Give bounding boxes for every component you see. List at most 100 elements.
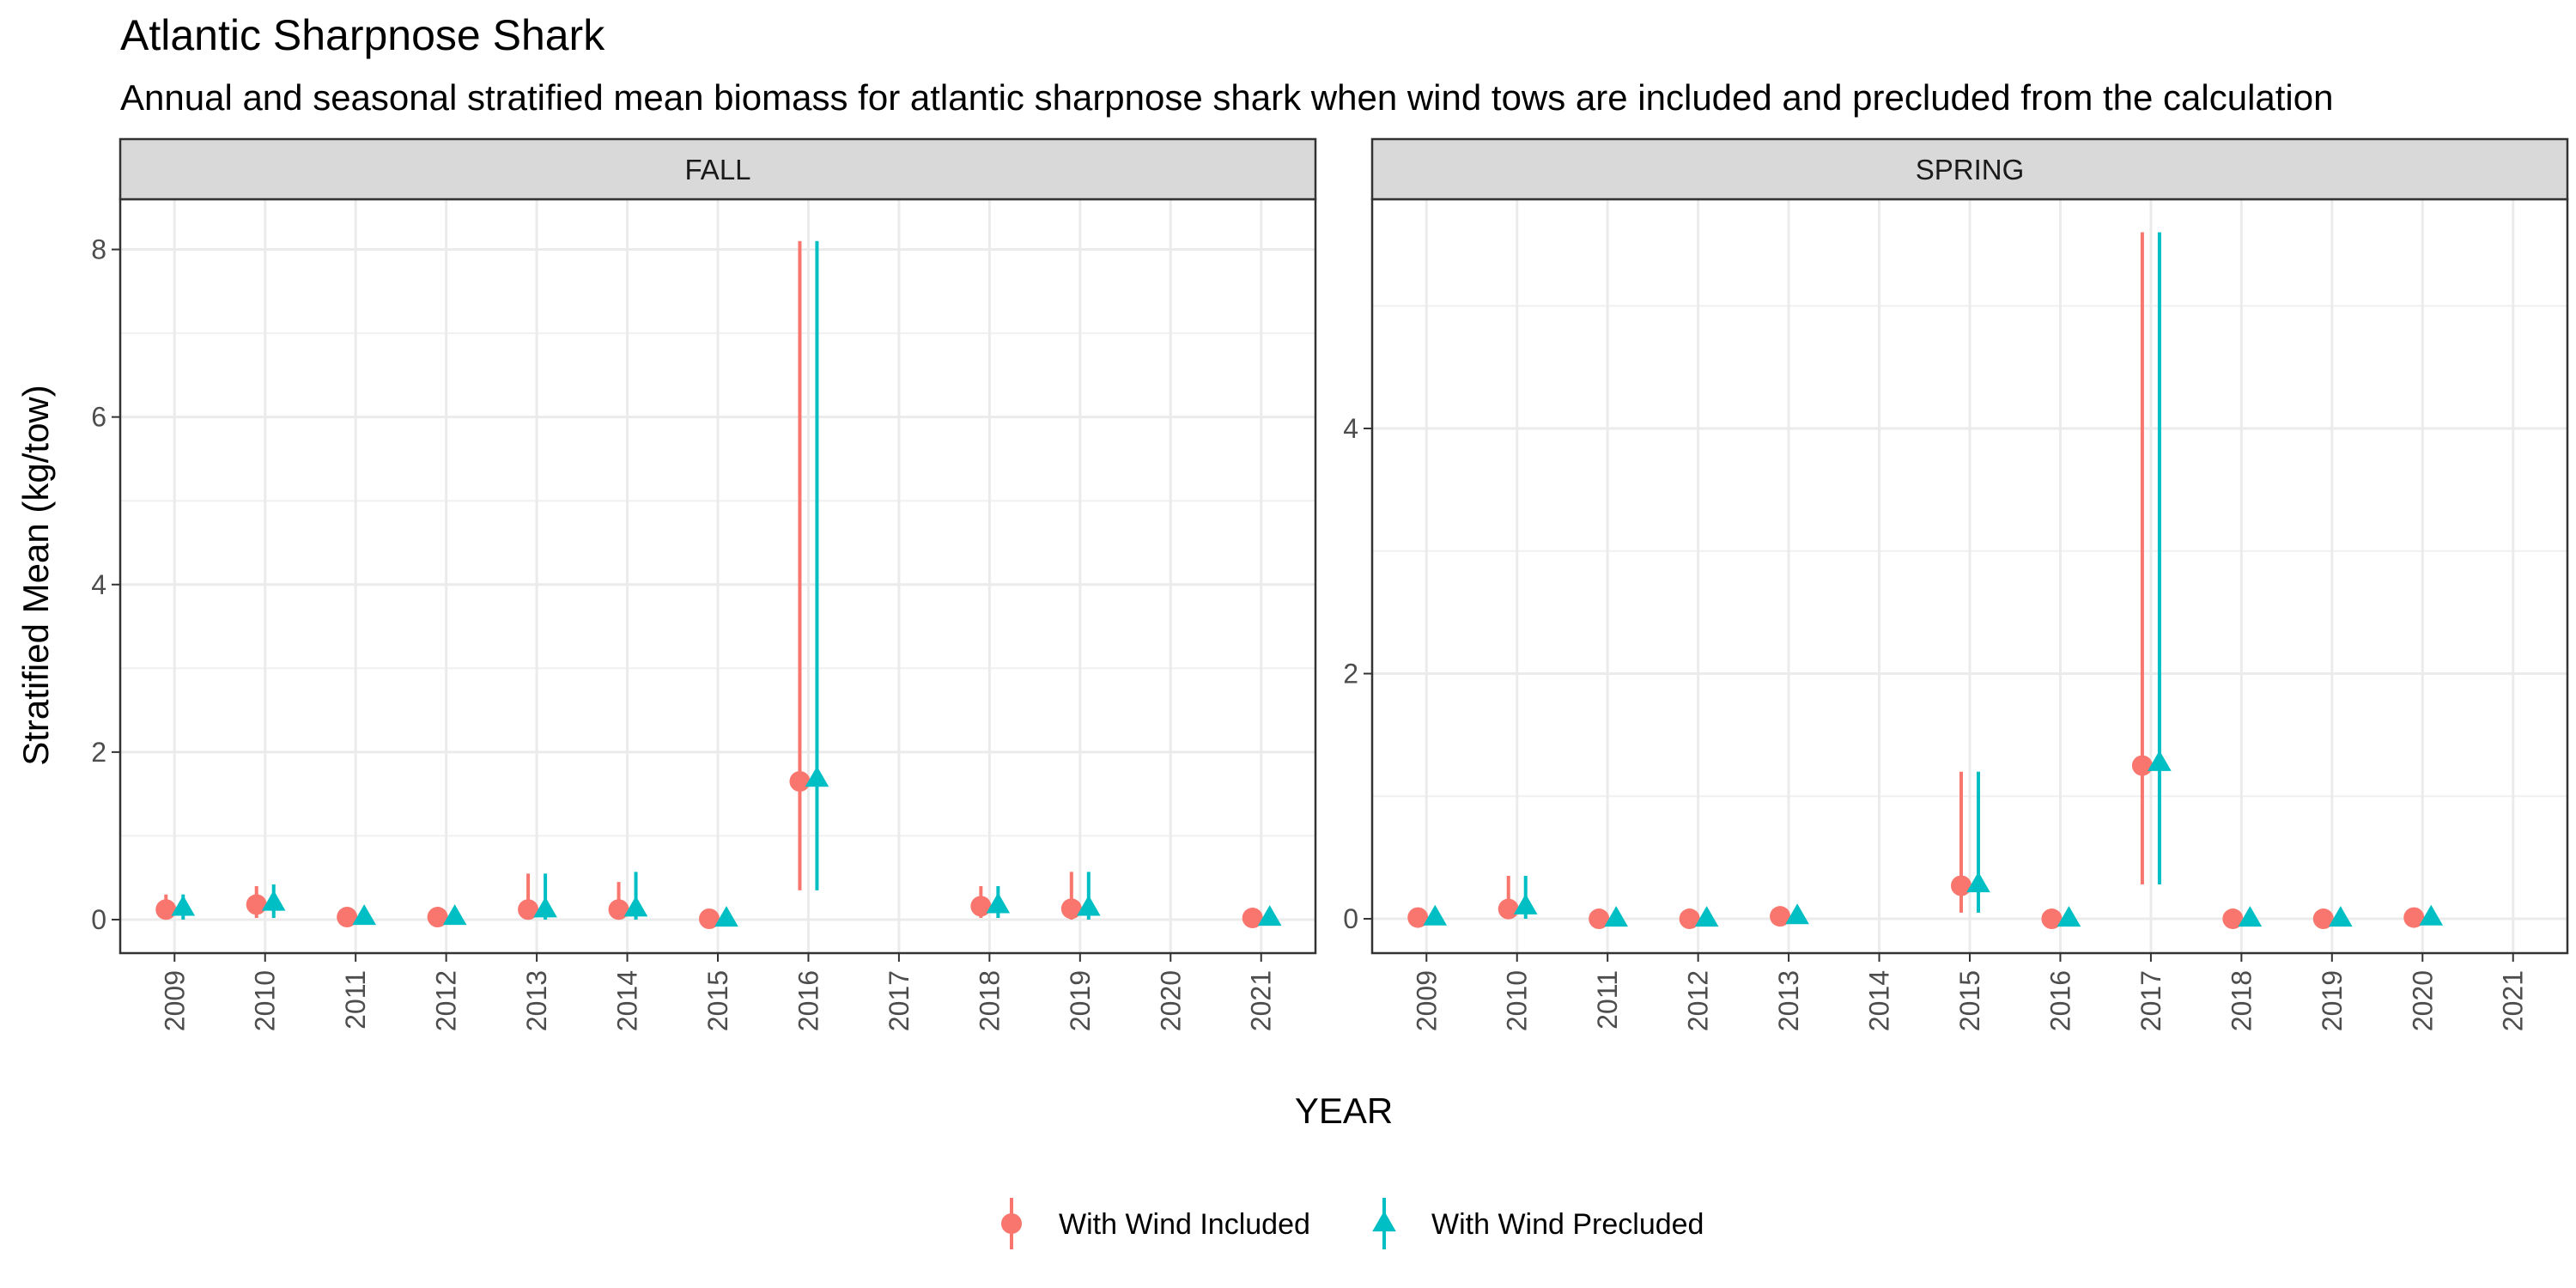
data-point bbox=[1679, 908, 1700, 930]
data-point bbox=[1257, 905, 1282, 927]
x-tick-label: 2012 bbox=[431, 970, 462, 1031]
y-axis-title: Stratified Mean (kg/tow) bbox=[15, 385, 56, 766]
x-tick-label: 2011 bbox=[340, 970, 371, 1030]
data-point bbox=[970, 896, 992, 917]
legend-item: With Wind Included bbox=[1001, 1198, 1310, 1249]
series-wind-precluded bbox=[171, 240, 1282, 927]
legend-key-marker bbox=[1001, 1213, 1022, 1234]
series-wind-included bbox=[155, 240, 1263, 930]
data-point bbox=[2148, 750, 2172, 771]
x-tick-label: 2013 bbox=[521, 970, 552, 1031]
legend: With Wind Included With Wind Precluded bbox=[1001, 1198, 1704, 1249]
data-point bbox=[2329, 906, 2353, 927]
data-point bbox=[714, 906, 738, 927]
x-tick-label: 2010 bbox=[250, 970, 281, 1031]
x-tick-label: 2019 bbox=[1065, 970, 1096, 1031]
series-wind-precluded bbox=[1423, 232, 2444, 927]
x-tick-label: 2014 bbox=[1864, 970, 1895, 1031]
x-tick-label: 2011 bbox=[1592, 970, 1623, 1030]
data-point bbox=[623, 896, 648, 917]
x-tick-label: 2019 bbox=[2317, 970, 2348, 1031]
data-point bbox=[427, 907, 448, 928]
x-tick-label: 2009 bbox=[159, 970, 190, 1031]
chart-subtitle: Annual and seasonal stratified mean biom… bbox=[120, 77, 2333, 118]
y-tick-label: 2 bbox=[91, 737, 106, 768]
y-tick-label: 8 bbox=[91, 234, 106, 265]
x-tick-label: 2021 bbox=[2498, 970, 2529, 1031]
data-point bbox=[1060, 898, 1082, 920]
x-tick-label: 2015 bbox=[702, 970, 733, 1031]
data-point bbox=[2041, 908, 2063, 930]
data-point bbox=[2419, 904, 2444, 926]
data-point bbox=[1770, 906, 1791, 927]
data-point bbox=[2131, 755, 2153, 776]
x-tick-label: 2012 bbox=[1683, 970, 1714, 1031]
data-point bbox=[1407, 907, 1429, 928]
data-point bbox=[155, 899, 177, 920]
data-point bbox=[1785, 903, 1809, 925]
x-tick-label: 2021 bbox=[1246, 970, 1277, 1031]
data-point bbox=[2057, 906, 2081, 927]
y-tick-label: 2 bbox=[1343, 658, 1358, 689]
y-tick-label: 0 bbox=[91, 904, 106, 935]
x-tick-label: 2016 bbox=[2044, 970, 2075, 1031]
data-point bbox=[789, 771, 811, 793]
y-tick-label: 4 bbox=[1343, 413, 1358, 444]
data-point bbox=[1513, 893, 1538, 914]
data-point bbox=[2222, 908, 2244, 930]
facet-label: FALL bbox=[684, 154, 750, 185]
x-tick-label: 2018 bbox=[2226, 970, 2257, 1031]
series-wind-included bbox=[1407, 232, 2425, 930]
y-tick-label: 6 bbox=[91, 402, 106, 433]
panels: 0 2 4 6 8 2009 2010 2011 2012 2013 2014 2015 2016 201… bbox=[91, 137, 2569, 1031]
data-point bbox=[171, 895, 196, 916]
data-point bbox=[246, 894, 267, 915]
data-point bbox=[352, 904, 376, 926]
x-tick-label: 2009 bbox=[1411, 970, 1442, 1031]
data-point bbox=[699, 908, 720, 930]
data-point bbox=[986, 892, 1011, 914]
data-point bbox=[1242, 908, 1263, 929]
facet-strip bbox=[1370, 137, 2569, 201]
x-tick-label: 2017 bbox=[884, 970, 914, 1031]
x-tick-label: 2020 bbox=[1155, 970, 1186, 1031]
legend-key-marker bbox=[1372, 1211, 1396, 1232]
panel-spring: 0 2 4 2009 2010 2011 2012 2013 2014 2015 2016 2017 2… bbox=[1343, 137, 2569, 1031]
data-point bbox=[1423, 904, 1448, 926]
facet-strip bbox=[118, 137, 1317, 201]
data-point bbox=[337, 907, 358, 928]
data-point bbox=[1966, 872, 1990, 893]
data-point bbox=[2312, 908, 2334, 930]
data-point bbox=[1589, 908, 1610, 930]
x-tick-label: 2016 bbox=[793, 970, 823, 1031]
data-point bbox=[1694, 906, 1719, 927]
legend-label: With Wind Included bbox=[1059, 1208, 1310, 1241]
data-point bbox=[1604, 906, 1628, 927]
data-point bbox=[1951, 875, 1971, 896]
panel-fall: 0 2 4 6 8 2009 2010 2011 2012 2013 2014 2015 2016 201… bbox=[91, 137, 1317, 1031]
data-point bbox=[533, 896, 557, 918]
facet-label: SPRING bbox=[1916, 154, 2025, 185]
data-point bbox=[442, 904, 467, 926]
data-point bbox=[1077, 895, 1101, 916]
data-point bbox=[261, 890, 286, 911]
x-tick-label: 2010 bbox=[1502, 970, 1533, 1031]
data-point bbox=[608, 899, 629, 920]
legend-label: With Wind Precluded bbox=[1431, 1208, 1704, 1241]
data-point bbox=[2238, 906, 2263, 927]
data-point bbox=[2403, 907, 2425, 928]
legend-item: With Wind Precluded bbox=[1372, 1198, 1704, 1249]
y-tick-label: 4 bbox=[91, 569, 106, 600]
x-tick-label: 2014 bbox=[612, 970, 643, 1031]
data-point bbox=[518, 899, 539, 920]
x-tick-label: 2020 bbox=[2407, 970, 2438, 1031]
x-tick-label: 2015 bbox=[1954, 970, 1985, 1031]
x-axis-title: YEAR bbox=[1295, 1091, 1393, 1131]
y-tick-label: 0 bbox=[1343, 903, 1358, 934]
x-tick-label: 2017 bbox=[2136, 970, 2166, 1031]
x-tick-label: 2018 bbox=[974, 970, 1005, 1031]
data-point bbox=[1498, 898, 1519, 920]
x-tick-label: 2013 bbox=[1773, 970, 1804, 1031]
data-point bbox=[805, 766, 829, 787]
